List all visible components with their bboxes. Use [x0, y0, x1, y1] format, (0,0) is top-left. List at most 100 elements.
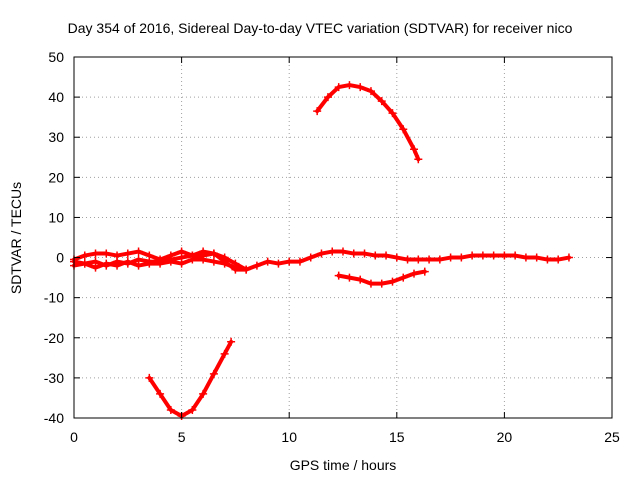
data-point [532, 253, 541, 262]
y-tick-label: -30 [44, 370, 64, 386]
data-point [220, 349, 229, 358]
data-point [410, 145, 419, 154]
data-point [156, 389, 165, 398]
data-point [334, 83, 343, 92]
x-tick-label: 0 [70, 429, 78, 445]
grid-lines [74, 57, 612, 418]
x-tick-label: 5 [178, 429, 186, 445]
y-tick-label: 20 [48, 169, 64, 185]
data-point [80, 259, 89, 268]
data-point [543, 255, 552, 264]
y-tick-label: -20 [44, 330, 64, 346]
data-point [231, 263, 240, 272]
data-point [388, 277, 397, 286]
series-lower-dip [147, 339, 234, 418]
data-point [399, 125, 408, 134]
data-series [70, 81, 573, 420]
chart-title: Day 354 of 2016, Sidereal Day-to-day VTE… [68, 20, 573, 36]
series-main-track-c [72, 257, 238, 270]
data-point [252, 261, 261, 270]
data-point [177, 259, 186, 268]
data-point [399, 273, 408, 282]
data-point [102, 249, 111, 258]
data-point [403, 255, 412, 264]
data-point [199, 247, 208, 256]
y-tick-label: 0 [56, 250, 64, 266]
data-point [199, 255, 208, 264]
data-point [317, 249, 326, 258]
data-point [388, 109, 397, 118]
data-point [410, 269, 419, 278]
data-point [446, 253, 455, 262]
data-point [188, 405, 197, 414]
data-point [166, 405, 175, 414]
y-tick-label: 40 [48, 89, 64, 105]
data-point [328, 247, 337, 256]
y-tick-label: -10 [44, 290, 64, 306]
data-point [80, 251, 89, 260]
data-point [345, 273, 354, 282]
data-point [382, 251, 391, 260]
data-point [313, 107, 322, 116]
data-point [209, 249, 218, 258]
data-point [123, 257, 132, 266]
data-point [166, 257, 175, 266]
data-point [323, 93, 332, 102]
data-point [188, 255, 197, 264]
data-point [468, 251, 477, 260]
data-point [371, 251, 380, 260]
data-point [199, 389, 208, 398]
data-point [349, 249, 358, 258]
x-tick-label: 15 [389, 429, 405, 445]
data-point [306, 253, 315, 262]
data-point [489, 251, 498, 260]
data-point [334, 271, 343, 280]
data-point [134, 261, 143, 270]
data-point [435, 255, 444, 264]
data-point [478, 251, 487, 260]
axis-ticks: 0 5 10 15 20 25 -40 -30 -20 -10 0 10 20 30 40 50 [44, 49, 620, 445]
data-point [134, 247, 143, 256]
data-point [177, 247, 186, 256]
y-tick-label: 10 [48, 209, 64, 225]
data-point [377, 279, 386, 288]
y-tick-label: 50 [48, 49, 64, 65]
data-point [145, 259, 154, 268]
data-point [274, 259, 283, 268]
data-point [91, 263, 100, 272]
plot-frame [73, 56, 613, 419]
data-point [145, 251, 154, 260]
data-point [123, 249, 132, 258]
data-point [377, 97, 386, 106]
data-point [345, 81, 354, 90]
data-point [285, 257, 294, 266]
data-point [500, 251, 509, 260]
x-tick-label: 20 [497, 429, 513, 445]
data-point [295, 257, 304, 266]
data-point [392, 253, 401, 262]
x-tick-label: 25 [604, 429, 620, 445]
data-point [145, 373, 154, 382]
data-point [414, 255, 423, 264]
data-point [366, 87, 375, 96]
data-point [554, 255, 563, 264]
x-axis-label: GPS time / hours [290, 457, 397, 473]
data-point [420, 267, 429, 276]
data-point [242, 265, 251, 274]
data-point [209, 369, 218, 378]
data-point [564, 253, 573, 262]
data-point [366, 279, 375, 288]
x-tick-label: 10 [281, 429, 297, 445]
data-point [511, 251, 520, 260]
data-point [102, 259, 111, 268]
data-point [414, 155, 423, 164]
data-point [339, 247, 347, 256]
data-point [356, 275, 365, 284]
data-point [113, 251, 122, 260]
data-point [227, 337, 236, 346]
data-point [156, 259, 165, 268]
data-point [91, 249, 100, 258]
data-point [360, 249, 369, 258]
y-tick-label: -40 [44, 410, 64, 426]
data-point [521, 253, 530, 262]
